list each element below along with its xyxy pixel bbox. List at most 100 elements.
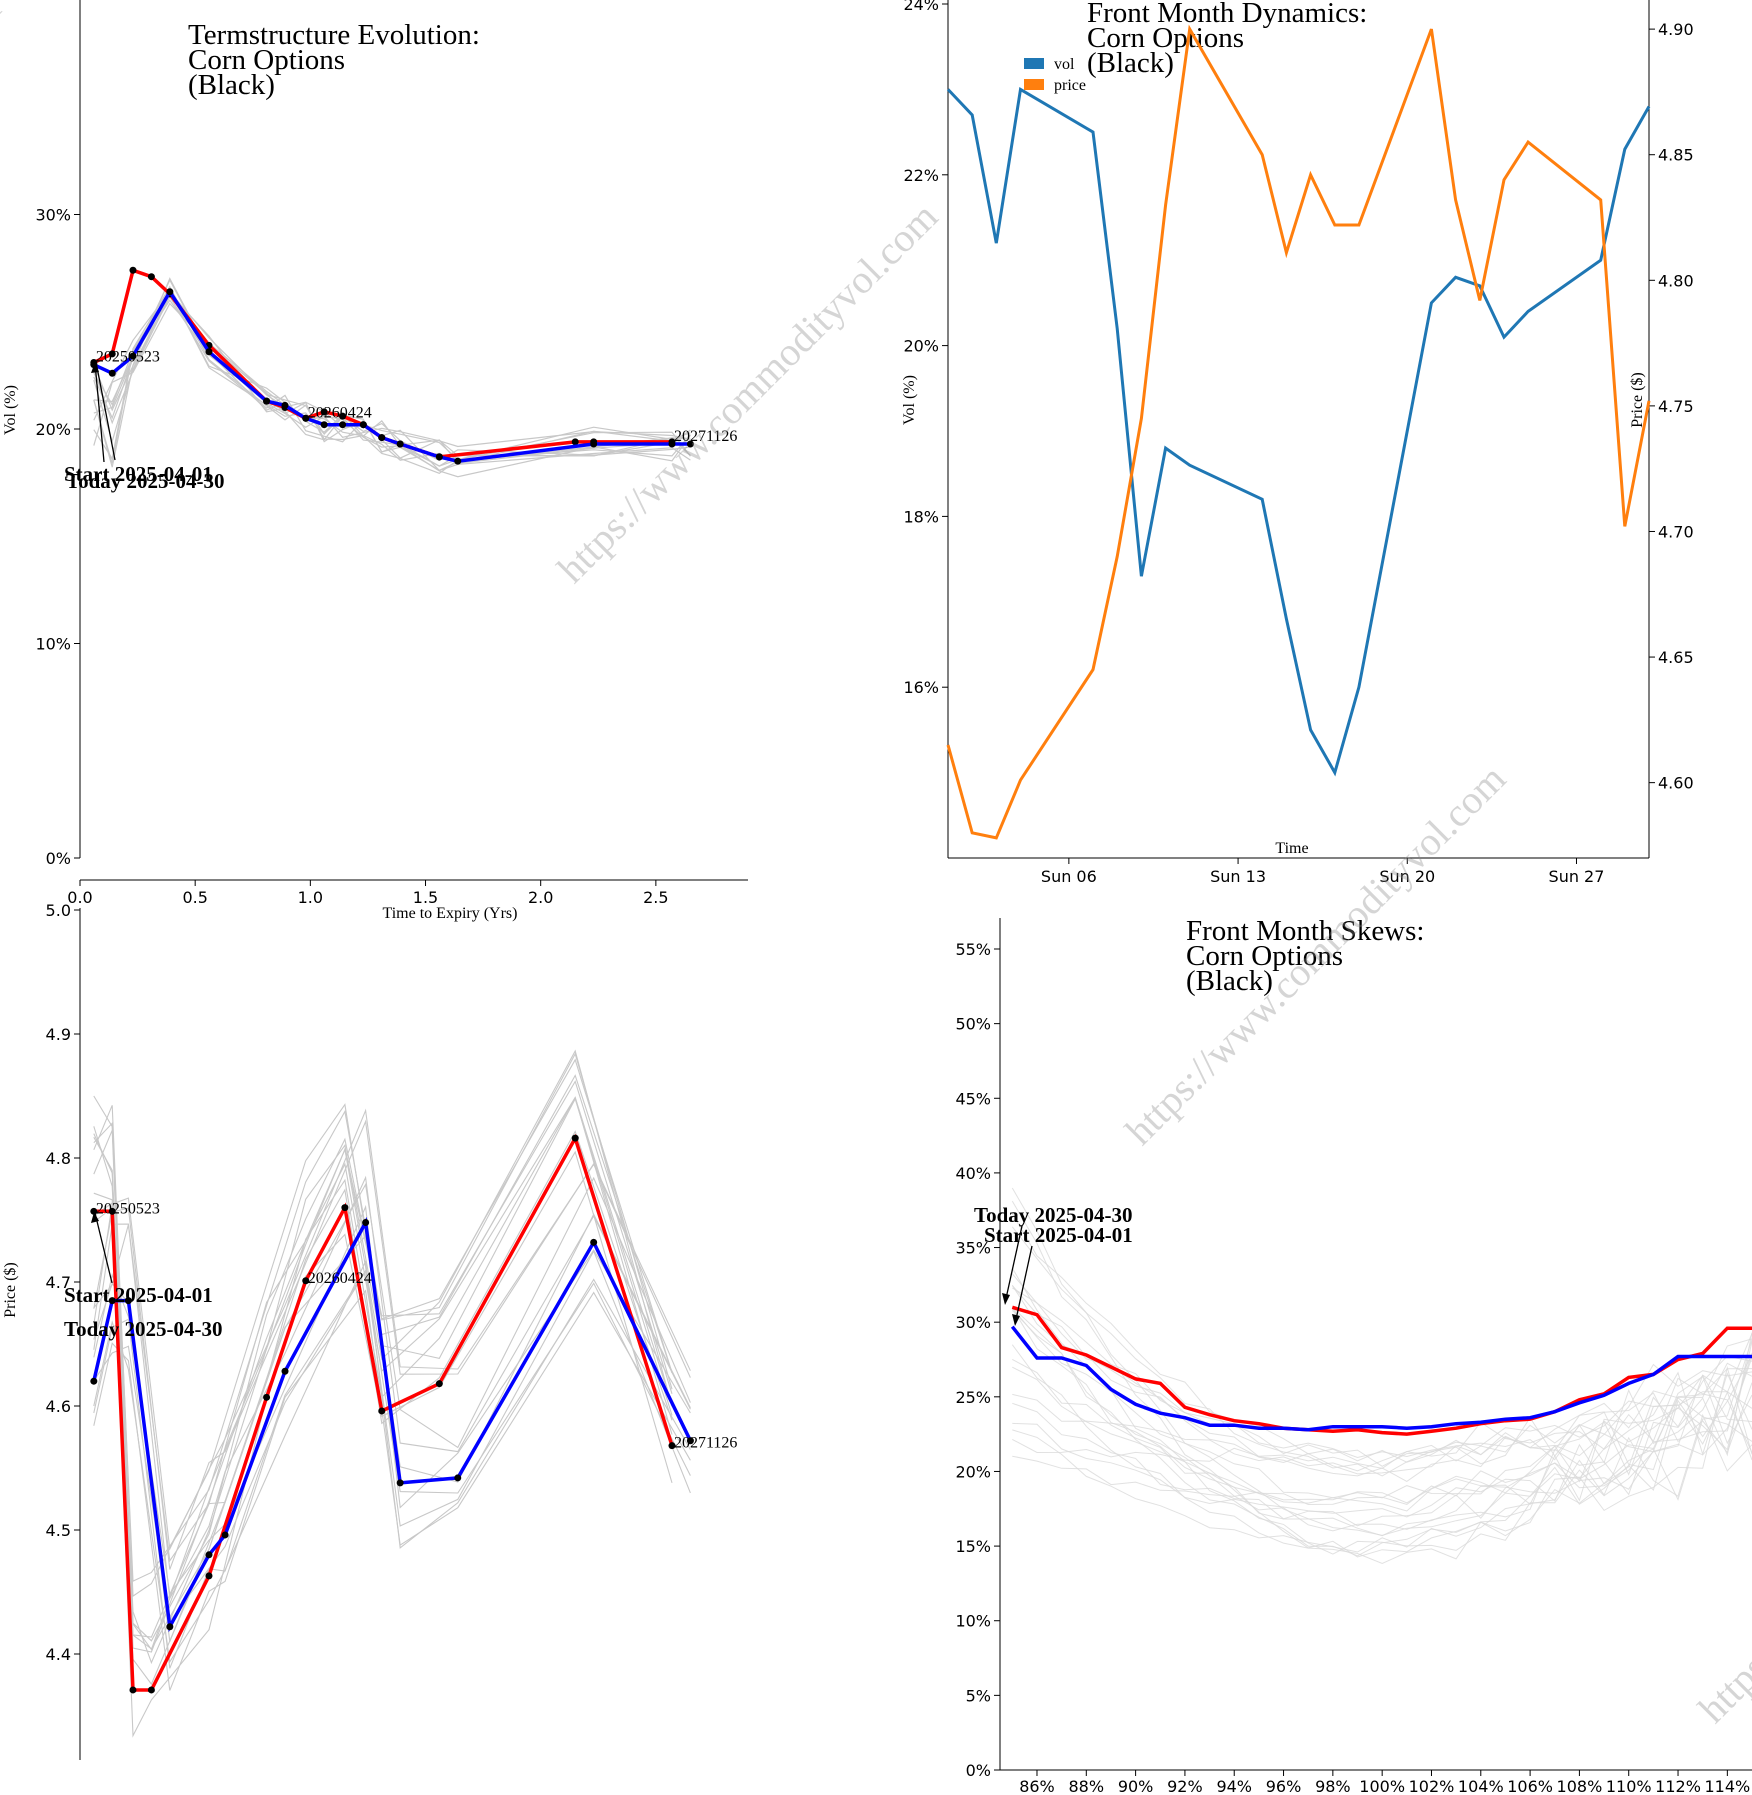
data-point: [396, 1479, 404, 1487]
data-point: [166, 1623, 174, 1631]
legend-swatch: [1024, 79, 1044, 90]
y2-axis-title: Price ($): [1629, 372, 1646, 428]
history-line: [93, 1289, 691, 1691]
history-line: [1012, 1391, 1752, 1504]
data-point: [108, 1297, 116, 1305]
history-line: [93, 1096, 673, 1638]
series-line: [946, 86, 1651, 777]
y-tick-label: 35%: [955, 1239, 991, 1258]
x-tick-label: 2.0: [528, 888, 553, 907]
data-point: [590, 440, 598, 448]
history-line: [93, 1052, 673, 1642]
y2-tick-label: 4.85: [1658, 146, 1694, 165]
data-point: [205, 1551, 213, 1559]
annotation-arrow: [95, 361, 116, 461]
termstructure-chart: 0% 10% 20% 30% 0.0 0.5 1.0 1.5 2.0 2.5 Time to Exp…: [2, 0, 748, 922]
arrow-head: [1012, 1314, 1020, 1326]
history-line: [93, 285, 691, 464]
data-point: [166, 288, 174, 296]
history-line: [1012, 1366, 1752, 1506]
data-point: [221, 1531, 229, 1539]
x-tick-label: 86%: [1019, 1777, 1055, 1795]
y-axis-title: Price ($): [2, 1262, 19, 1318]
annotation-today: Today 2025-04-30: [974, 1203, 1133, 1227]
y2-tick-label: 4.90: [1658, 20, 1694, 39]
y-tick-label: 16%: [903, 678, 939, 697]
x-tick-label: 88%: [1069, 1777, 1105, 1795]
data-point: [108, 1207, 116, 1215]
y-tick-label: 25%: [955, 1388, 991, 1407]
data-point: [90, 1377, 98, 1385]
series-line: [1010, 1325, 1752, 1432]
chart-title-line: Corn Options: [1186, 940, 1343, 972]
data-point: [378, 434, 386, 442]
y-tick-label: 45%: [955, 1089, 991, 1108]
data-point: [686, 1437, 694, 1445]
chart-title-line: (Black): [1186, 965, 1273, 997]
data-point: [108, 350, 116, 358]
arrow-head: [91, 1212, 99, 1223]
x-tick-label: Sun 13: [1210, 867, 1266, 886]
history-line: [93, 1175, 691, 1601]
arrow-head: [1002, 1293, 1010, 1305]
data-point: [590, 1238, 598, 1246]
expiry-label: 20271126: [674, 1435, 737, 1452]
history-line: [93, 1119, 691, 1570]
data-point: [281, 401, 289, 409]
chart-title-line: Corn Options: [1087, 22, 1244, 54]
x-tick-label: 1.0: [298, 888, 323, 907]
history-line: [93, 294, 691, 464]
history-line: [1012, 1413, 1752, 1553]
x-tick-label: 1.5: [413, 888, 438, 907]
x-tick-label: Sun 20: [1379, 867, 1435, 886]
data-point: [378, 1407, 386, 1415]
history-line: [1012, 1341, 1752, 1512]
data-point: [454, 457, 462, 465]
data-point: [435, 453, 443, 461]
x-tick-label: 94%: [1216, 1777, 1252, 1795]
x-tick-label: 106%: [1507, 1777, 1553, 1795]
series-line: [93, 1133, 674, 1692]
arrow-head: [91, 362, 99, 373]
y2-tick-label: 4.75: [1658, 397, 1694, 416]
y-tick-label: 20%: [903, 337, 939, 356]
history-line: [93, 1259, 691, 1664]
y-tick-label: 0%: [46, 849, 71, 868]
data-point: [571, 438, 579, 446]
y-tick-label: 4.6: [46, 1397, 71, 1416]
history-line: [93, 1108, 691, 1551]
data-point: [147, 273, 155, 281]
x-tick-label: 114%: [1704, 1777, 1750, 1795]
legend-label: vol: [1054, 56, 1075, 73]
data-point: [129, 266, 137, 274]
series-line: [946, 24, 1651, 840]
history-line: [1011, 1200, 1752, 1558]
y-axis-title: Vol (%): [2, 385, 19, 435]
y-tick-label: 4.8: [46, 1149, 71, 1168]
data-point: [205, 1572, 213, 1580]
y-tick-label: 4.4: [46, 1645, 71, 1664]
data-point: [454, 1474, 462, 1482]
history-line: [1011, 1267, 1752, 1555]
annotation-arrow: [1014, 1245, 1033, 1325]
data-point: [263, 397, 271, 405]
x-tick-label: 102%: [1409, 1777, 1455, 1795]
y-tick-label: 24%: [903, 0, 939, 14]
expiry-label: 20250523: [96, 349, 160, 366]
annotation-arrow: [1004, 1225, 1023, 1304]
y-tick-label: 5%: [966, 1686, 991, 1705]
history-line: [93, 278, 691, 448]
y2-tick-label: 4.60: [1658, 774, 1694, 793]
annotation-today: Today 2025-04-30: [66, 469, 225, 493]
history-line: [1011, 1226, 1752, 1477]
x-tick-label: 108%: [1557, 1777, 1603, 1795]
x-tick-label: 92%: [1167, 1777, 1203, 1795]
history-line: [93, 1204, 691, 1596]
y-tick-label: 30%: [35, 206, 71, 225]
price-termstructure-chart: 4.4 4.5 4.6 4.7 4.8 4.9 5.0 Price ($) 20250523 20…: [2, 901, 737, 1760]
history-line: [1012, 1355, 1752, 1518]
y-tick-label: 30%: [955, 1313, 991, 1332]
x-tick-label: 96%: [1266, 1777, 1302, 1795]
x-tick-label: 0.0: [67, 888, 92, 907]
